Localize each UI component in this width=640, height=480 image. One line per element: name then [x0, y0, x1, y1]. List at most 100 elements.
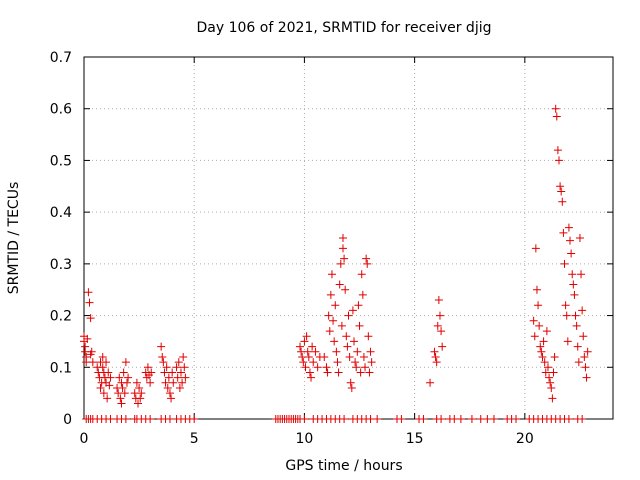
data-point	[569, 280, 578, 289]
data-point	[322, 363, 331, 372]
data-point	[573, 342, 582, 351]
data-point	[542, 327, 551, 336]
data-point	[326, 290, 335, 299]
data-point	[341, 285, 350, 294]
data-point	[367, 358, 376, 367]
x-axis-label: GPS time / hours	[285, 458, 402, 474]
data-point	[342, 332, 351, 341]
data-point	[180, 363, 189, 372]
data-point	[559, 228, 568, 237]
zero-data-point	[300, 415, 309, 423]
data-point	[547, 383, 556, 392]
data-point	[361, 363, 370, 372]
data-point	[327, 270, 336, 279]
zero-data-point	[437, 415, 446, 423]
plot-frame	[83, 56, 614, 420]
zero-data-point	[121, 415, 130, 423]
data-point	[168, 368, 177, 377]
data-point	[348, 306, 357, 315]
zero-data-point	[373, 415, 382, 423]
data-point	[143, 363, 152, 372]
data-point	[347, 383, 356, 392]
data-point	[333, 358, 342, 367]
data-point	[159, 358, 168, 367]
data-point	[365, 368, 374, 377]
data-point	[558, 197, 567, 206]
data-point	[335, 280, 344, 289]
data-point	[538, 352, 547, 361]
zero-data-point	[419, 415, 428, 423]
data-point	[366, 347, 375, 356]
data-point	[532, 285, 541, 294]
data-point	[158, 352, 167, 361]
data-point	[338, 234, 347, 242]
data-point	[160, 368, 169, 377]
data-point	[353, 347, 362, 356]
y-tick-label: 0.7	[50, 50, 72, 66]
data-point	[570, 290, 579, 299]
data-marks	[80, 104, 592, 423]
data-point	[296, 342, 305, 351]
data-point	[571, 311, 580, 320]
data-point	[537, 347, 546, 356]
x-tick-label: 0	[80, 431, 89, 447]
data-point	[557, 187, 566, 196]
y-axis-label: SRMTID / TECUs	[6, 182, 22, 295]
data-point	[435, 311, 444, 320]
data-point	[165, 389, 174, 398]
data-point	[352, 363, 361, 372]
data-point	[305, 368, 314, 377]
data-point	[304, 352, 313, 361]
data-point	[356, 368, 365, 377]
data-point	[121, 358, 130, 367]
data-point	[563, 337, 572, 346]
data-point	[345, 352, 354, 361]
data-point	[539, 337, 548, 346]
x-tick-label: 5	[190, 431, 199, 447]
data-point	[548, 394, 557, 403]
data-point	[87, 347, 96, 356]
data-point	[556, 182, 565, 191]
data-point	[564, 223, 573, 232]
data-point	[343, 342, 352, 351]
data-point	[566, 236, 575, 245]
data-point	[303, 347, 312, 356]
data-point	[172, 363, 181, 372]
data-point	[553, 146, 562, 155]
x-tick-label: 15	[406, 431, 424, 447]
data-point	[364, 332, 373, 341]
data-point	[179, 352, 188, 361]
data-point	[136, 394, 145, 403]
data-point	[308, 342, 317, 351]
data-point	[116, 394, 125, 403]
data-point	[545, 373, 554, 382]
data-point	[301, 363, 310, 372]
data-point	[572, 321, 581, 330]
data-point	[358, 290, 367, 299]
data-point	[338, 244, 347, 253]
data-point	[135, 383, 144, 392]
data-point	[323, 368, 332, 377]
data-point	[567, 249, 576, 258]
y-tick-label: 0	[63, 412, 72, 428]
data-point	[354, 301, 363, 310]
data-point	[530, 332, 539, 341]
zero-data-point	[340, 415, 349, 423]
zero-data-point	[467, 415, 476, 423]
data-point	[582, 373, 591, 382]
data-point	[351, 358, 360, 367]
y-tick-label: 0.5	[50, 153, 72, 169]
data-point	[363, 259, 372, 268]
data-point	[147, 368, 156, 377]
data-point	[438, 342, 447, 351]
y-tick-label: 0.3	[50, 257, 72, 273]
data-point	[325, 327, 334, 336]
data-point	[580, 352, 589, 361]
data-point	[106, 373, 115, 382]
data-point	[552, 112, 561, 121]
data-point	[146, 378, 155, 387]
data-point	[117, 399, 126, 408]
data-point	[541, 368, 550, 377]
data-point	[96, 383, 105, 392]
